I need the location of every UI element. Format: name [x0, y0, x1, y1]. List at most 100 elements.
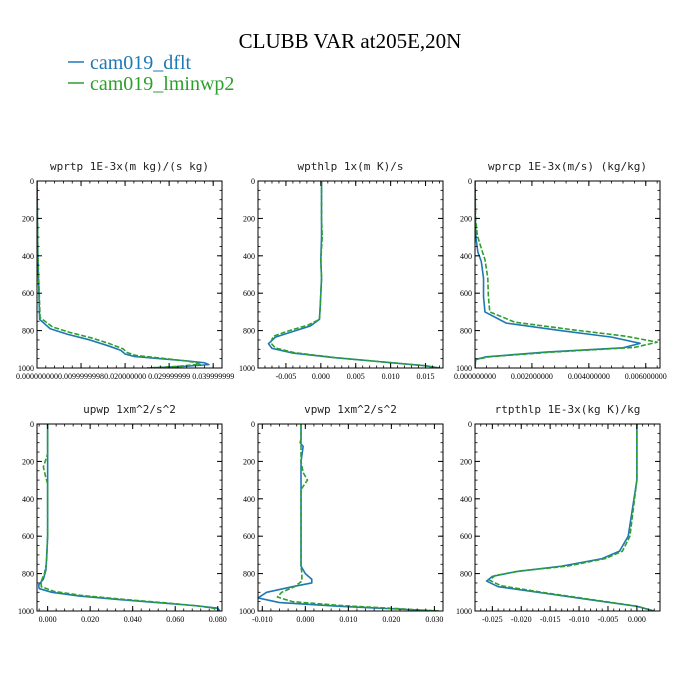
- panel-2: wpthlp 1x(m K)/s 0 200 400 600 800 1000 -0.005 0…: [239, 160, 444, 381]
- y-tick-label: 800: [243, 327, 255, 336]
- x-tick-label: 0.020: [382, 615, 400, 624]
- panel-title: wpthlp 1x(m K)/s: [298, 160, 404, 173]
- panel-4: upwp 1xm^2/s^2 0 200 400 600 800 1000 0.000 0.02…: [18, 403, 227, 624]
- y-tick-label: 0: [251, 420, 255, 429]
- y-tick-label: 800: [22, 327, 34, 336]
- y-tick-label: 1000: [18, 364, 34, 373]
- x-tick-label: 0.006000000: [625, 372, 667, 381]
- y-tick-label: 600: [22, 532, 34, 541]
- y-tick-label: 200: [243, 457, 255, 466]
- x-tick-label: 0.040: [124, 615, 142, 624]
- panel-title: wprcp 1E-3x(m/s) (kg/kg): [488, 160, 647, 173]
- x-tick-label: 0.020000000: [104, 372, 146, 381]
- x-tick-label: 0.029999999: [148, 372, 190, 381]
- panel-title: upwp 1xm^2/s^2: [83, 403, 176, 416]
- x-tick-label: 0.000: [296, 615, 314, 624]
- x-tick-label: -0.020: [511, 615, 532, 624]
- x-tick-label: 0.039999999: [192, 372, 234, 381]
- panel-6: rtpthlp 1E-3x(kg K)/kg 0 200 400 600 800 1000 -…: [456, 403, 661, 624]
- plot-frame: [36, 423, 223, 612]
- y-tick-label: 800: [460, 570, 472, 579]
- y-tick-label: 0: [30, 177, 34, 186]
- panel-title: rtpthlp 1E-3x(kg K)/kg: [495, 403, 641, 416]
- panels-grid: wprtp 1E-3x(m kg)/(s kg) 0 200 400 600 800 100…: [16, 160, 667, 624]
- x-tick-label: 0.030: [425, 615, 443, 624]
- y-tick-label: 400: [22, 495, 34, 504]
- y-tick-label: 400: [243, 252, 255, 261]
- y-tick-label: 600: [243, 532, 255, 541]
- y-tick-label: 1000: [239, 364, 255, 373]
- series-line-dflt: [267, 181, 440, 368]
- y-tick-label: 400: [22, 252, 34, 261]
- series-line-lminwp2: [269, 181, 440, 368]
- panel-title: wprtp 1E-3x(m kg)/(s kg): [50, 160, 209, 173]
- y-tick-label: 1000: [456, 364, 472, 373]
- y-tick-label: 200: [460, 214, 472, 223]
- x-tick-label: -0.015: [540, 615, 561, 624]
- x-tick-label: -0.005: [598, 615, 619, 624]
- y-tick-label: 800: [460, 327, 472, 336]
- plot-frame: [36, 180, 223, 369]
- y-tick-label: 600: [22, 289, 34, 298]
- y-tick-label: 400: [243, 495, 255, 504]
- x-tick-label: -0.010: [252, 615, 273, 624]
- x-tick-label: 0.0099999998: [58, 372, 104, 381]
- panel-5: vpwp 1xm^2/s^2 0 200 400 600 800 1000-0.010 0.0…: [239, 403, 444, 624]
- y-tick-label: 0: [468, 177, 472, 186]
- series-line-lminwp2: [488, 424, 655, 611]
- y-tick-label: 800: [243, 570, 255, 579]
- y-tick-label: 0: [30, 420, 34, 429]
- y-tick-label: 200: [22, 457, 34, 466]
- panel-1: wprtp 1E-3x(m kg)/(s kg) 0 200 400 600 800 100…: [16, 160, 234, 381]
- plot-frame: [257, 423, 444, 612]
- panel-3: wprcp 1E-3x(m/s) (kg/kg) 0 200 400 600 800 100…: [454, 160, 667, 381]
- y-tick-label: 600: [460, 532, 472, 541]
- x-tick-label: 0.000000000: [16, 372, 58, 381]
- y-tick-label: 600: [460, 289, 472, 298]
- y-tick-label: 1000: [239, 607, 255, 616]
- y-tick-label: 1000: [456, 607, 472, 616]
- plot-frame: [257, 180, 444, 369]
- x-tick-label: 0.020: [81, 615, 99, 624]
- plot-frame: [474, 180, 661, 369]
- x-tick-label: -0.010: [569, 615, 590, 624]
- series-line-dflt: [475, 181, 641, 368]
- x-tick-label: 0.000000000: [454, 372, 496, 381]
- y-tick-label: 200: [460, 457, 472, 466]
- y-tick-label: 1000: [18, 607, 34, 616]
- series-line-dflt: [485, 424, 655, 611]
- x-tick-label: 0.002000000: [511, 372, 553, 381]
- series-line-lminwp2: [37, 181, 201, 368]
- y-tick-label: 0: [468, 420, 472, 429]
- y-tick-label: 0: [251, 177, 255, 186]
- x-tick-label: 0.000: [628, 615, 646, 624]
- y-tick-label: 400: [460, 495, 472, 504]
- legend-label-lminwp2: cam019_lminwp2: [90, 73, 234, 95]
- x-tick-label: -0.005: [276, 372, 297, 381]
- x-tick-label: 0.080: [209, 615, 227, 624]
- x-tick-label: -0.025: [482, 615, 503, 624]
- y-tick-label: 800: [22, 570, 34, 579]
- x-tick-label: 0.000: [39, 615, 57, 624]
- y-tick-label: 200: [22, 214, 34, 223]
- y-tick-label: 200: [243, 214, 255, 223]
- series-line-dflt: [37, 424, 221, 611]
- x-tick-label: 0.000: [312, 372, 330, 381]
- series-line-lminwp2: [475, 181, 658, 368]
- legend-label-dflt: cam019_dflt: [90, 52, 192, 74]
- x-tick-label: 0.060: [166, 615, 184, 624]
- x-tick-label: 0.010: [339, 615, 357, 624]
- x-tick-label: 0.015: [417, 372, 435, 381]
- series-line-lminwp2: [40, 424, 219, 611]
- series-line-dflt: [258, 424, 439, 611]
- panel-title: vpwp 1xm^2/s^2: [304, 403, 397, 416]
- x-tick-label: 0.004000000: [568, 372, 610, 381]
- series-line-dflt: [37, 181, 210, 368]
- x-tick-label: 0.010: [382, 372, 400, 381]
- series-line-lminwp2: [276, 424, 439, 611]
- legend: cam019_dflt cam019_lminwp2: [68, 52, 234, 95]
- y-tick-label: 400: [460, 252, 472, 261]
- x-tick-label: 0.005: [347, 372, 365, 381]
- figure-title: CLUBB VAR at205E,20N: [239, 29, 462, 53]
